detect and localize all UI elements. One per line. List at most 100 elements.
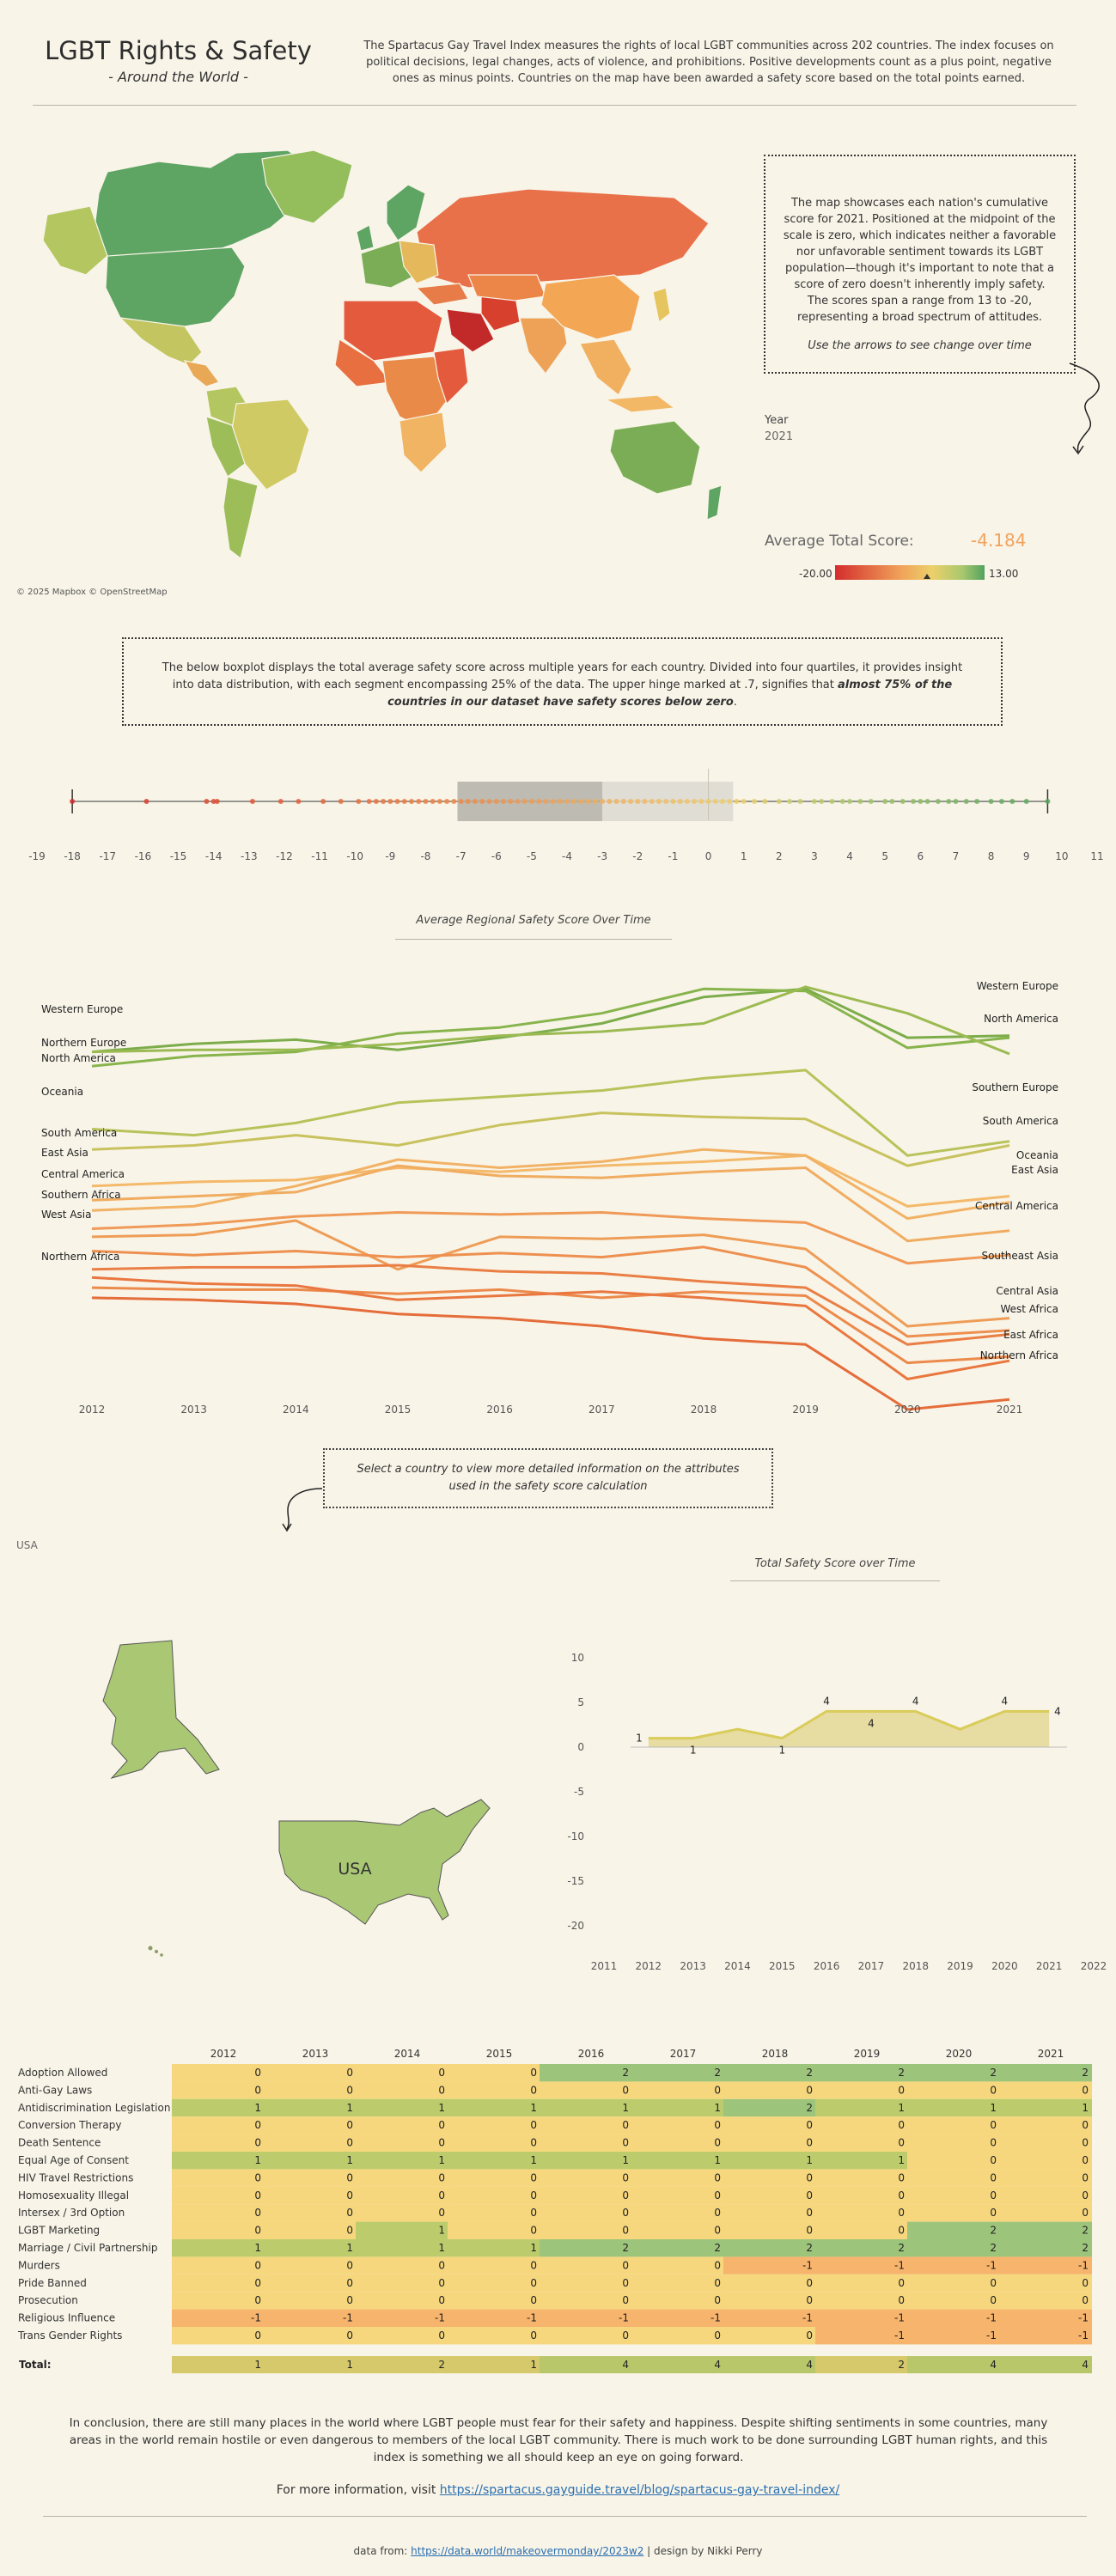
boxplot-description: The below boxplot displays the total ave…	[162, 661, 963, 691]
table-cell	[356, 2081, 448, 2099]
boxplot-chart[interactable]: -19 -18 -17 -16 -15 -14 -13 -12 -11 -10 -9 -8 -7 -6 -5…	[0, 769, 1116, 872]
table-cell-value: 0	[530, 2294, 537, 2306]
usa-map-contiguous[interactable]	[278, 1799, 491, 1925]
map-southeast-asia[interactable]	[579, 338, 632, 396]
map-southern-africa[interactable]	[399, 411, 448, 473]
regional-line-chart[interactable]: Western Europe Northern Europe North Ameri…	[0, 953, 1116, 1426]
boxplot-point	[692, 799, 698, 804]
map-new-zealand[interactable]	[706, 484, 723, 521]
map-central-asia[interactable]	[467, 274, 546, 301]
table-cell-value: 0	[806, 2137, 813, 2149]
usa-map-alaska[interactable]	[102, 1640, 220, 1779]
table-row-label: Homosexuality Illegal	[18, 2189, 129, 2201]
map-scandinavia[interactable]	[386, 184, 426, 241]
map-brazil[interactable]	[231, 399, 310, 490]
boxplot-point	[458, 799, 464, 804]
table-cell-value: 0	[714, 2189, 721, 2201]
table-cell	[264, 2327, 357, 2345]
y-tick-label: -15	[567, 1875, 584, 1887]
boxplot-point	[592, 799, 598, 804]
usa-map[interactable]: USA	[60, 1632, 507, 1958]
map-australia[interactable]	[609, 420, 701, 495]
table-cell	[264, 2274, 357, 2293]
table-cell	[448, 2064, 540, 2082]
boxplot-point	[946, 799, 952, 804]
table-cell-value: 0	[438, 2084, 445, 2096]
map-alaska[interactable]	[42, 205, 108, 276]
table-cell-value: 1	[346, 2154, 353, 2166]
map-eastern-europe[interactable]	[399, 240, 439, 284]
table-cell-value: 1	[438, 2242, 445, 2254]
table-cell-value: 0	[254, 2189, 261, 2201]
table-cell	[723, 2186, 816, 2205]
data-source-link[interactable]: https://data.world/makeovermonday/2023w2	[411, 2545, 644, 2557]
x-tick-label: 2014	[283, 1404, 309, 1416]
series-line	[91, 1164, 1010, 1243]
map-china[interactable]	[540, 274, 641, 340]
usa-map-label: USA	[338, 1860, 371, 1879]
boxplot-tick-label: 1	[741, 850, 747, 862]
map-usa[interactable]	[105, 247, 246, 327]
table-cell-value: 0	[530, 2207, 537, 2219]
map-indonesia[interactable]	[603, 394, 676, 413]
table-cell	[172, 2081, 265, 2099]
table-cell-value: 1	[898, 2154, 905, 2166]
x-tick-label: 2016	[486, 1404, 513, 1416]
table-cell	[907, 2256, 1000, 2275]
map-west-africa[interactable]	[334, 338, 393, 387]
table-cell	[723, 2292, 816, 2310]
table-cell-value: 0	[530, 2277, 537, 2289]
x-tick-label: 2019	[792, 1404, 819, 1416]
table-cell	[448, 2274, 540, 2293]
boxplot-point	[356, 799, 362, 804]
map-east-africa[interactable]	[433, 347, 469, 405]
boxplot-point	[811, 799, 817, 804]
table-row-label: Prosecution	[18, 2294, 78, 2306]
area-chart-title: Total Safety Score over Time	[754, 1557, 916, 1570]
table-cell	[540, 2169, 632, 2187]
series-line	[91, 1264, 1010, 1346]
map-japan[interactable]	[652, 287, 671, 324]
usa-map-hawaii[interactable]	[160, 1953, 163, 1957]
map-india[interactable]	[519, 317, 568, 375]
table-cell-value: 0	[806, 2294, 813, 2306]
world-map[interactable]	[13, 146, 726, 580]
table-cell-value: 0	[530, 2225, 537, 2237]
table-cell-value: 0	[990, 2154, 997, 2166]
attribute-heat-table[interactable]: 2012 2013 2014 2015 2016 2017 2018 2019 2020 2021…	[0, 2043, 1116, 2378]
table-cell	[540, 2239, 632, 2257]
map-peru[interactable]	[205, 416, 246, 478]
selected-country-label[interactable]: USA	[16, 1539, 38, 1551]
boxplot-point	[847, 799, 853, 804]
map-saudi-arabia[interactable]	[446, 308, 495, 353]
boxplot-point	[143, 799, 149, 804]
series-end-label: Northern Africa	[980, 1349, 1058, 1361]
table-cell	[172, 2274, 265, 2293]
table-cell	[999, 2292, 1092, 2310]
data-label: 4	[868, 1717, 875, 1729]
map-russia[interactable]	[416, 188, 710, 289]
safety-score-area-chart[interactable]: 10 5 0 -5 -10 -15 -20 2011 2012 2013 2014 2015 2016 2…	[550, 1632, 1116, 1976]
table-cell-value: 2	[714, 2067, 721, 2079]
table-cell-value: 2	[1082, 2242, 1089, 2254]
boxplot-tick-label: -7	[456, 850, 467, 862]
map-uk[interactable]	[356, 224, 375, 252]
boxplot-point	[550, 799, 556, 804]
average-score-value: -4.184	[971, 530, 1027, 551]
map-central-america[interactable]	[183, 360, 220, 387]
table-cell-value: -1	[435, 2312, 445, 2324]
spartacus-link[interactable]: https://spartacus.gayguide.travel/blog/s…	[439, 2483, 840, 2497]
table-cell	[631, 2274, 724, 2293]
table-cell-value: 0	[254, 2084, 261, 2096]
map-turkey[interactable]	[415, 283, 469, 306]
usa-map-hawaii[interactable]	[148, 1946, 153, 1951]
boxplot-point	[451, 799, 457, 804]
map-greenland[interactable]	[261, 149, 353, 224]
table-cell-value: 2	[990, 2242, 997, 2254]
table-cell-value: 0	[898, 2119, 905, 2131]
usa-map-hawaii[interactable]	[155, 1950, 158, 1953]
map-argentina[interactable]	[223, 476, 259, 560]
table-row-label: Equal Age of Consent	[18, 2154, 129, 2166]
year-selector[interactable]: 2021	[765, 430, 794, 443]
table-cell	[540, 2256, 632, 2275]
